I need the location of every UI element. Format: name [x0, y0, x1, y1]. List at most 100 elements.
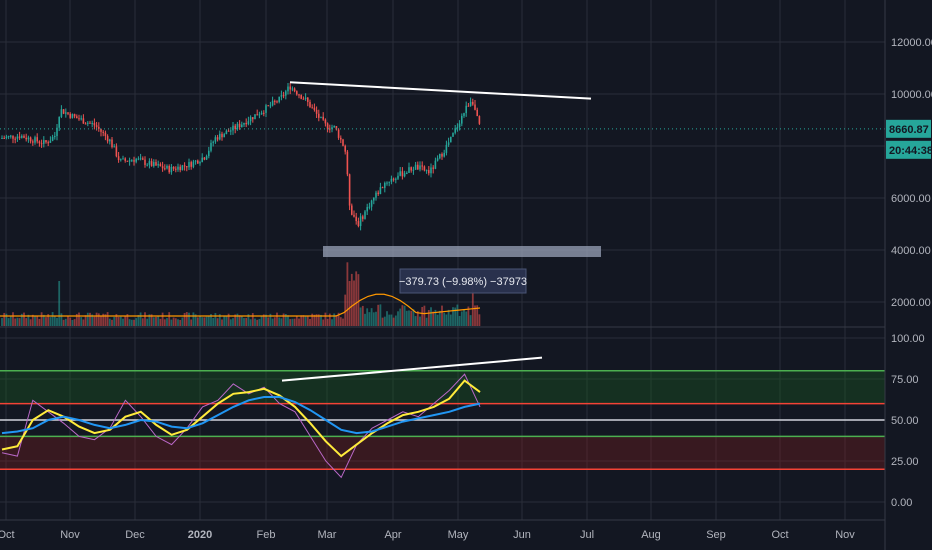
candle-body	[307, 97, 309, 102]
volume-bar	[139, 312, 142, 326]
volume-bar	[62, 319, 65, 326]
volume-bar	[289, 319, 292, 326]
candle-body	[331, 127, 333, 130]
volume-bar	[133, 319, 135, 326]
volume-bar	[130, 319, 133, 326]
candle-body	[139, 158, 142, 160]
candle-body	[313, 107, 316, 110]
candle-body	[454, 128, 456, 133]
volume-bar	[51, 312, 54, 326]
candle-body	[186, 166, 188, 168]
volume-bar	[326, 318, 329, 326]
candle-body	[461, 115, 463, 124]
volume-bar	[254, 318, 256, 326]
volume-bar	[119, 316, 122, 326]
volume-bar	[166, 318, 168, 326]
price-trendline[interactable]	[289, 81, 592, 100]
measure-tool[interactable]: −379.73 (−9.98%) −37973	[323, 246, 601, 294]
candle-body	[166, 165, 168, 169]
candle-body	[109, 139, 111, 142]
oscillator-tick-label: 50.00	[891, 415, 919, 427]
volume-bar	[320, 314, 322, 326]
volume-bar	[331, 319, 333, 326]
candle-body	[230, 130, 232, 132]
volume-bar	[403, 305, 406, 326]
measure-range-bar[interactable]	[323, 246, 601, 257]
volume-bar	[170, 319, 173, 326]
candle-body	[263, 112, 265, 114]
volume-bar	[148, 314, 151, 326]
oscillator-trendline[interactable]	[281, 356, 543, 382]
candle-body	[379, 187, 382, 195]
candle-body	[62, 109, 65, 114]
candle-body	[21, 135, 23, 138]
volume-bar	[223, 316, 226, 326]
candle-body	[342, 139, 344, 146]
volume-bar	[159, 318, 162, 326]
volume-bar	[168, 312, 171, 326]
volume-bar	[67, 316, 69, 326]
volume-histogram	[0, 262, 481, 326]
candle-body	[344, 145, 346, 152]
candle-body	[458, 123, 461, 128]
volume-bar	[355, 271, 358, 326]
oscillator-axis[interactable]: 100.00 75.00 50.00 25.00 0.00	[891, 333, 925, 509]
time-tick-label: May	[448, 529, 469, 541]
volume-bar	[14, 318, 17, 326]
candle-body	[40, 143, 43, 145]
volume-bar	[350, 273, 353, 326]
candle-body	[80, 118, 82, 120]
volume-bar	[434, 309, 437, 326]
price-tick-label: 4000.00	[891, 245, 931, 257]
volume-bar	[339, 317, 342, 326]
time-axis[interactable]: Oct Nov Dec 2020 Feb Mar Apr May Jun Jul Aug Sep Oct…	[0, 529, 855, 541]
candle-body	[157, 164, 159, 166]
volume-bar	[412, 309, 415, 326]
volume-bar	[454, 307, 457, 326]
oscillator-line	[1, 379, 481, 458]
volume-bar	[278, 317, 281, 326]
volume-bar	[410, 310, 413, 326]
candle-body	[175, 168, 177, 170]
candle-body	[252, 117, 254, 120]
price-axis[interactable]: 12000.00 10000.00 6000.00 4000.00 2000.00	[891, 37, 932, 309]
price-tick-label: 12000.00	[891, 37, 932, 49]
volume-bar	[36, 316, 39, 326]
volume-bar	[282, 313, 285, 326]
candle-body	[243, 122, 245, 125]
volume-bar	[34, 316, 36, 326]
volume-bar	[181, 317, 184, 326]
volume-bar	[152, 317, 155, 326]
volume-bar	[25, 318, 28, 326]
volume-bar	[469, 315, 472, 326]
candle-body	[298, 94, 300, 96]
candle-body	[439, 153, 441, 159]
volume-bar	[86, 312, 89, 326]
volume-bar	[78, 312, 80, 326]
volume-bar	[93, 316, 96, 326]
candle-body	[373, 197, 375, 201]
volume-bar	[280, 318, 283, 326]
volume-bar	[337, 312, 340, 326]
candle-body	[397, 175, 399, 179]
volume-bar	[328, 313, 331, 326]
candle-body	[265, 105, 267, 113]
volume-bar	[438, 310, 441, 326]
volume-bar	[478, 314, 481, 326]
candle-body	[153, 162, 155, 167]
candle-body	[82, 118, 85, 124]
volume-bar	[401, 305, 404, 326]
volume-bar	[383, 316, 386, 326]
volume-bar	[95, 312, 98, 326]
candle-body	[25, 137, 27, 140]
volume-bar	[293, 318, 296, 326]
volume-bar	[291, 318, 294, 326]
drawings[interactable]	[281, 81, 592, 382]
candle-body	[311, 107, 313, 109]
volume-bar	[177, 319, 179, 326]
candle-body	[146, 164, 148, 166]
candle-body	[318, 113, 320, 118]
volume-bar	[471, 281, 474, 326]
volume-bar	[157, 315, 160, 326]
